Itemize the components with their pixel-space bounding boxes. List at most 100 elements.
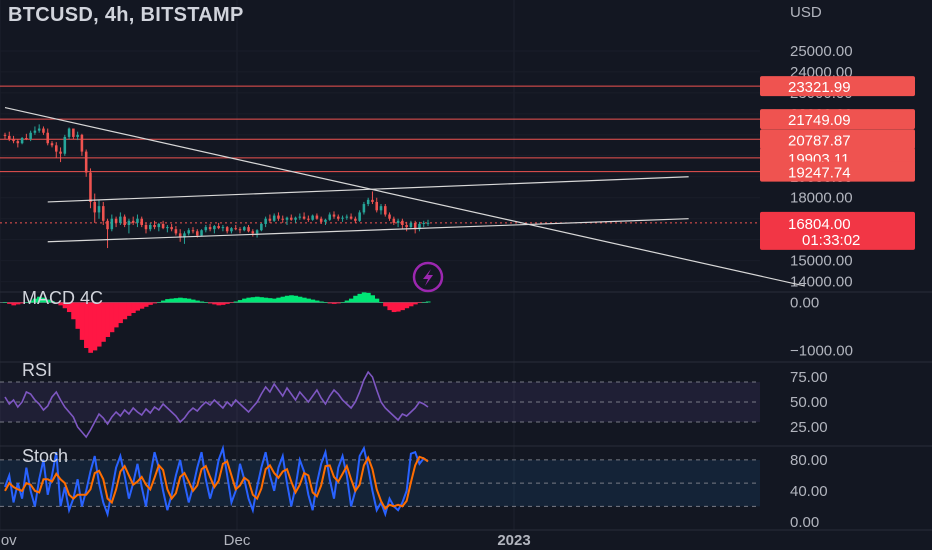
- candle-body-58: [251, 231, 255, 234]
- candle-body-90: [388, 214, 391, 219]
- lightning-icon-ring: [412, 261, 444, 293]
- candle-body-78: [336, 216, 340, 219]
- rsi-line: [4, 370, 429, 439]
- candle-body-49: [213, 226, 216, 230]
- macd-bar-82: [353, 295, 358, 303]
- candle-body-48: [208, 227, 212, 230]
- macd-bar-28: [122, 302, 128, 320]
- last-price-tag: [760, 211, 915, 250]
- candle-body-94: [405, 225, 408, 228]
- candle-body-96: [413, 222, 417, 230]
- macd-bar-59: [254, 296, 260, 303]
- candle-body-35: [153, 225, 156, 228]
- macd-bar-58: [250, 297, 256, 303]
- stoch-tick-label-1: 40.00: [790, 483, 828, 500]
- macd-bar-7: [32, 298, 38, 303]
- macd-bar-34: [148, 302, 153, 305]
- candle-body-91: [392, 218, 396, 223]
- candle-body-54: [234, 228, 238, 230]
- candle-body-53: [230, 228, 233, 232]
- macd-bar-8: [37, 296, 42, 303]
- price-tick-label-11: 25000.00: [790, 43, 853, 60]
- macd-bar-31: [135, 302, 140, 311]
- candle-body-40: [174, 229, 178, 234]
- macd-bar-12: [54, 302, 59, 304]
- candle-body-9: [42, 128, 45, 133]
- candle-body-19: [84, 151, 88, 173]
- candle-body-76: [328, 214, 332, 220]
- macd-bar-97: [417, 302, 422, 303]
- candle-body-61: [264, 218, 267, 224]
- macd-bar-37: [160, 300, 166, 303]
- macd-bar-60: [259, 297, 264, 303]
- macd-bar-93: [400, 302, 405, 311]
- macd-bar-65: [280, 296, 286, 303]
- rsi-pane-label: RSI: [22, 360, 53, 380]
- macd-bar-35: [152, 302, 158, 304]
- macd-bar-79: [340, 302, 346, 303]
- price-level-label-4: 19247.74: [788, 165, 851, 182]
- stoch-line-0: [4, 444, 429, 518]
- candle-body-95: [409, 222, 413, 228]
- macd-bar-23: [101, 302, 106, 342]
- candle-body-83: [358, 212, 361, 221]
- macd-bar-20: [88, 302, 93, 353]
- trendline-2: [47, 218, 689, 243]
- macd-bar-33: [143, 302, 149, 307]
- candle-body-82: [354, 218, 357, 221]
- candle-body-5: [25, 137, 28, 140]
- candle-body-88: [379, 206, 383, 211]
- macd-bar-19: [84, 302, 89, 349]
- candle-body-36: [157, 223, 161, 228]
- candle-body-29: [127, 220, 131, 225]
- macd-bar-50: [216, 302, 222, 306]
- candle-body-60: [260, 223, 263, 231]
- candle-body-2: [12, 139, 15, 142]
- macd-bar-40: [173, 298, 179, 303]
- candle-body-39: [170, 227, 173, 230]
- candle-body-30: [131, 220, 135, 223]
- macd-bar-68: [293, 295, 299, 303]
- macd-bar-94: [404, 302, 410, 309]
- candle-body-46: [200, 230, 203, 236]
- candle-body-32: [140, 218, 144, 225]
- macd-bar-72: [310, 299, 316, 303]
- trendline-0: [4, 106, 805, 287]
- candle-body-56: [242, 227, 246, 231]
- candle-body-69: [298, 216, 302, 218]
- macd-bar-99: [425, 301, 431, 303]
- lightning-icon-bolt: [423, 269, 433, 286]
- macd-bar-11: [49, 301, 55, 303]
- candle-body-1: [7, 135, 11, 140]
- candle-body-21: [93, 201, 97, 213]
- macd-bar-73: [314, 300, 320, 303]
- price-tick-label-4: 18000.00: [790, 190, 853, 207]
- price-level-label-0: 23321.99: [788, 79, 851, 96]
- macd-bar-5: [24, 302, 29, 303]
- candle-body-17: [76, 134, 79, 137]
- candle-body-86: [371, 199, 374, 202]
- macd-bar-25: [109, 302, 115, 333]
- candle-body-72: [311, 215, 314, 220]
- macd-bar-0: [2, 302, 8, 303]
- macd-bar-18: [79, 302, 85, 340]
- macd-bar-83: [357, 293, 363, 303]
- bar-countdown-label: 01:33:02: [802, 232, 860, 249]
- candle-body-38: [166, 227, 169, 229]
- macd-bar-54: [233, 301, 239, 303]
- candle-body-75: [324, 219, 327, 222]
- candle-body-12: [54, 145, 58, 152]
- candle-body-4: [20, 137, 24, 144]
- candle-body-15: [67, 128, 71, 137]
- macd-bar-2: [11, 302, 17, 306]
- macd-bar-75: [323, 302, 328, 303]
- macd-bar-56: [242, 298, 247, 303]
- macd-bar-77: [331, 302, 337, 304]
- candle-body-0: [3, 134, 7, 136]
- candle-body-97: [418, 223, 421, 230]
- macd-bar-80: [344, 300, 350, 303]
- macd-bar-41: [178, 297, 183, 303]
- candle-body-20: [89, 172, 92, 202]
- time-tick-label-2: 2023: [497, 532, 530, 549]
